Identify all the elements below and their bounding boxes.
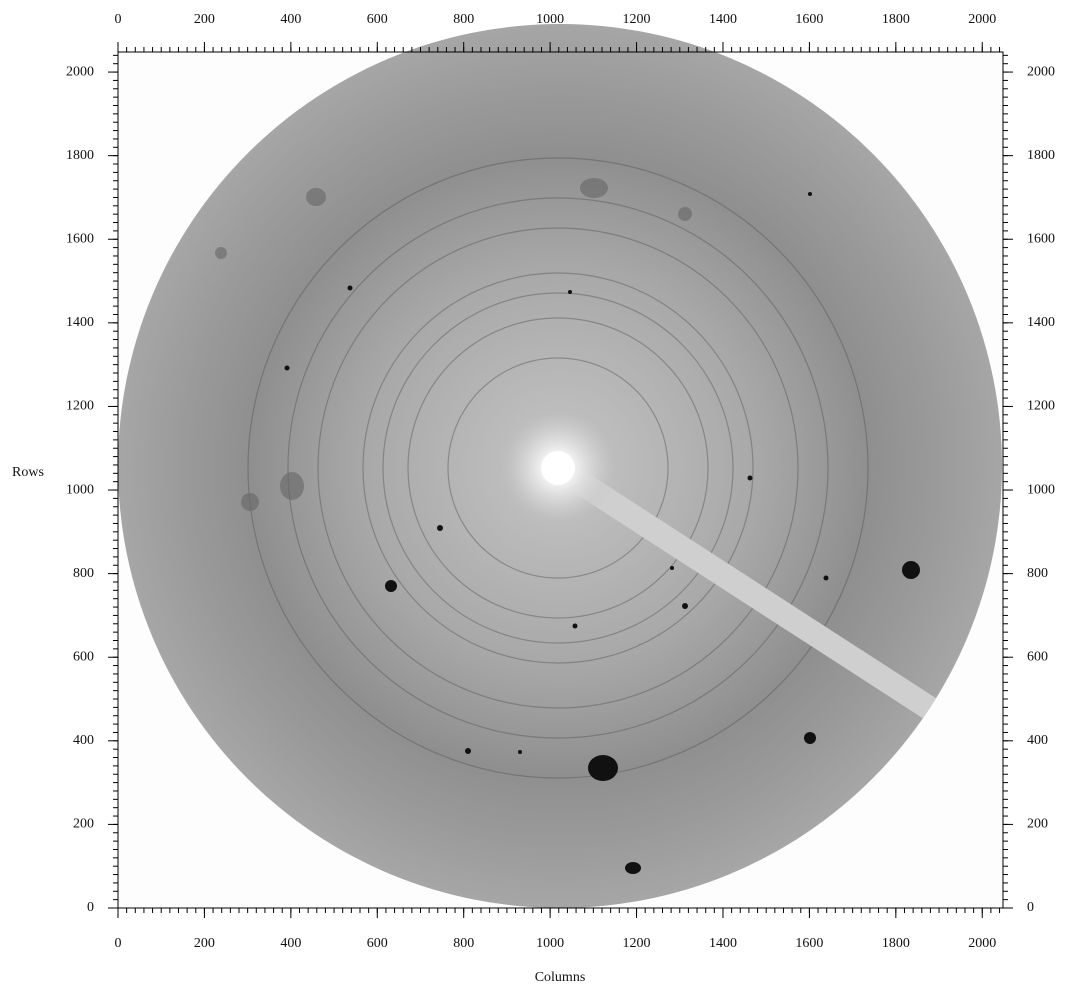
x-tick-label: 1000 xyxy=(536,12,564,27)
x-tick-label: 1000 xyxy=(536,936,564,951)
y-tick-label: 400 xyxy=(1027,733,1048,748)
y-tick-label: 2000 xyxy=(1027,64,1055,79)
y-tick-label: 1600 xyxy=(1027,231,1055,246)
x-tick-label: 200 xyxy=(194,936,215,951)
y-tick-label: 0 xyxy=(1027,900,1034,915)
y-tick-label: 1200 xyxy=(1027,399,1055,414)
y-tick-label: 1200 xyxy=(66,399,94,414)
x-tick-label: 2000 xyxy=(968,12,996,27)
y-tick-label: 1400 xyxy=(1027,315,1055,330)
x-tick-label: 1200 xyxy=(623,12,651,27)
x-tick-label: 800 xyxy=(453,936,474,951)
y-tick-label: 1800 xyxy=(66,148,94,163)
x-tick-label: 400 xyxy=(280,12,301,27)
x-tick-label: 1400 xyxy=(709,936,737,951)
x-axis-label: Columns xyxy=(535,970,586,985)
y-tick-label: 800 xyxy=(73,566,94,581)
x-tick-label: 0 xyxy=(115,936,122,951)
y-tick-label: 600 xyxy=(73,649,94,664)
y-tick-label: 2000 xyxy=(66,64,94,79)
diffraction-image xyxy=(118,24,1002,908)
y-tick-label: 200 xyxy=(73,817,94,832)
plot-frame xyxy=(117,51,1004,909)
y-tick-label: 1000 xyxy=(1027,482,1055,497)
y-tick-label: 200 xyxy=(1027,817,1048,832)
x-tick-label: 600 xyxy=(367,936,388,951)
y-axis-label: Rows xyxy=(12,465,44,480)
y-tick-label: 800 xyxy=(1027,566,1048,581)
x-tick-label: 600 xyxy=(367,12,388,27)
x-tick-label: 1600 xyxy=(795,936,823,951)
y-tick-label: 400 xyxy=(73,733,94,748)
x-tick-label: 200 xyxy=(194,12,215,27)
x-tick-label: 1200 xyxy=(623,936,651,951)
x-tick-label: 400 xyxy=(280,936,301,951)
x-tick-label: 1800 xyxy=(882,12,910,27)
y-tick-label: 1400 xyxy=(66,315,94,330)
x-tick-label: 0 xyxy=(115,12,122,27)
x-tick-label: 1800 xyxy=(882,936,910,951)
x-tick-label: 800 xyxy=(453,12,474,27)
y-tick-label: 1000 xyxy=(66,482,94,497)
x-tick-label: 2000 xyxy=(968,936,996,951)
x-tick-label: 1600 xyxy=(795,12,823,27)
y-tick-label: 600 xyxy=(1027,649,1048,664)
y-tick-label: 1600 xyxy=(66,231,94,246)
x-tick-label: 1400 xyxy=(709,12,737,27)
y-tick-label: 1800 xyxy=(1027,148,1055,163)
y-tick-label: 0 xyxy=(87,900,94,915)
